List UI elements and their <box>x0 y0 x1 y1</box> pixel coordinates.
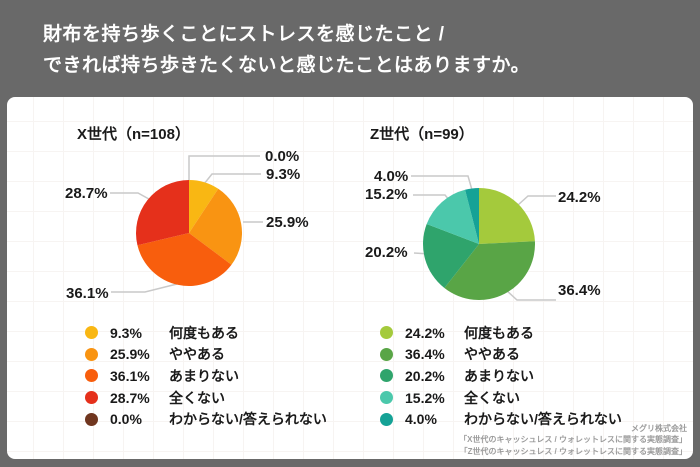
legend-gen-x: 9.3% 何度もある 25.9% ややある 36.1% あまりない 28.7% 全くない 0.0… <box>85 322 327 430</box>
legend-color-dot <box>85 369 98 383</box>
legend-row: 4.0% わからない/答えられない <box>380 408 622 430</box>
legend-percent: 20.2% <box>405 367 445 384</box>
header: 財布を持ち歩くことにストレスを感じたこと / できれば持ち歩きたくないと感じたこ… <box>0 0 700 97</box>
legend-percent: 36.4% <box>405 346 445 363</box>
legend-color-dot <box>85 412 98 426</box>
leader-line <box>203 173 261 185</box>
leader-line <box>505 289 556 301</box>
page-title-line1: 財布を持ち歩くことにストレスを感じたこと / <box>43 24 445 45</box>
pie-slice-全くない <box>426 189 479 244</box>
legend-color-dot <box>85 326 98 340</box>
legend-percent: 28.7% <box>110 389 150 406</box>
pie-slice-何度もある <box>479 188 535 244</box>
legend-label: ややある <box>169 346 225 363</box>
legend-row: 9.3% 何度もある <box>85 322 327 344</box>
legend-label: 全くない <box>464 389 520 406</box>
legend-label: わからない/答えられない <box>169 411 327 428</box>
legend-label: ややある <box>464 346 520 363</box>
legend-percent: 0.0% <box>110 411 142 428</box>
legend-row: 15.2% 全くない <box>380 387 622 409</box>
legend-color-dot <box>85 347 98 361</box>
chart-title-gen-z: Z世代（n=99） <box>370 126 474 143</box>
legend-percent: 9.3% <box>110 324 142 341</box>
source-line-x: 「X世代のキャッシュレス / ウォレットレスに関する実態調査」 <box>459 435 687 444</box>
legend-label: あまりない <box>464 367 534 384</box>
legend-gen-z: 24.2% 何度もある 36.4% ややある 20.2% あまりない 15.2% 全くない 4.… <box>380 322 622 430</box>
page-title-line2: できれば持ち歩きたくないと感じたことはありますか。 <box>43 55 531 76</box>
pie-chart-gen-x <box>136 180 242 286</box>
legend-percent: 15.2% <box>405 389 445 406</box>
leader-line <box>111 283 178 293</box>
chart-title-gen-x: X世代（n=108） <box>77 126 190 143</box>
legend-percent: 24.2% <box>405 324 445 341</box>
legend-color-dot <box>380 412 393 426</box>
legend-color-dot <box>380 369 393 383</box>
legend-row: 20.2% あまりない <box>380 365 622 387</box>
legend-percent: 36.1% <box>110 367 150 384</box>
pie-chart-gen-z <box>423 188 535 300</box>
legend-color-dot <box>85 391 98 405</box>
legend-percent: 25.9% <box>110 346 150 363</box>
pie-slice-何度もある <box>189 180 219 233</box>
company-name: メグリ株式会社 <box>631 423 687 433</box>
legend-row: 0.0% わからない/答えられない <box>85 408 327 430</box>
leader-line <box>517 195 556 206</box>
leader-line <box>411 175 473 191</box>
pie-slice-全くない <box>136 180 189 246</box>
pie-slice-ややある <box>189 188 242 265</box>
legend-label: 何度もある <box>169 324 239 341</box>
legend-label: わからない/答えられない <box>464 411 622 428</box>
legend-color-dot <box>380 391 393 405</box>
legend-row: 28.7% 全くない <box>85 387 327 409</box>
chart-card: X世代（n=108） Z世代（n=99） 0.0% 9.3% 25.9% 28.7% 3… <box>7 97 693 459</box>
leader-line <box>188 155 260 182</box>
pie-slice-あまりない <box>137 233 232 286</box>
legend-row: 36.4% ややある <box>380 344 622 366</box>
legend-row: 36.1% あまりない <box>85 365 327 387</box>
pie-slice-あまりない <box>423 224 479 289</box>
source-line-z: 「Z世代のキャッシュレス / ウォレットレスに関する実態調査」 <box>459 446 687 456</box>
pie-slice-わからない/答えられない <box>465 188 479 244</box>
callout-leader-lines <box>110 155 556 301</box>
legend-label: あまりない <box>169 367 239 384</box>
legend-label: 全くない <box>169 389 225 406</box>
legend-row: 24.2% 何度もある <box>380 322 622 344</box>
source-attribution: メグリ株式会社 「X世代のキャッシュレス / ウォレットレスに関する実態調査」 … <box>459 423 687 458</box>
legend-row: 25.9% ややある <box>85 344 327 366</box>
page-title: 財布を持ち歩くことにストレスを感じたこと / できれば持ち歩きたくないと感じたこ… <box>43 19 530 81</box>
pie-slice-ややある <box>444 241 535 300</box>
legend-percent: 4.0% <box>405 411 437 428</box>
legend-color-dot <box>380 347 393 361</box>
legend-color-dot <box>380 326 393 340</box>
legend-label: 何度もある <box>464 324 534 341</box>
